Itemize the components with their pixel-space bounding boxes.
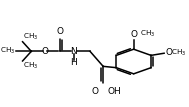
- Text: CH$_3$: CH$_3$: [171, 48, 186, 58]
- Text: CH$_3$: CH$_3$: [0, 46, 15, 56]
- Text: O: O: [92, 87, 99, 96]
- Text: N: N: [70, 47, 77, 56]
- Text: OH: OH: [108, 87, 121, 96]
- Text: O: O: [56, 27, 63, 36]
- Text: H: H: [70, 58, 77, 67]
- Text: O: O: [41, 47, 48, 56]
- Text: CH$_3$: CH$_3$: [22, 32, 38, 42]
- Text: CH$_3$: CH$_3$: [140, 29, 155, 39]
- Text: CH$_3$: CH$_3$: [22, 61, 38, 71]
- Text: O: O: [130, 30, 137, 39]
- Text: O: O: [165, 48, 172, 57]
